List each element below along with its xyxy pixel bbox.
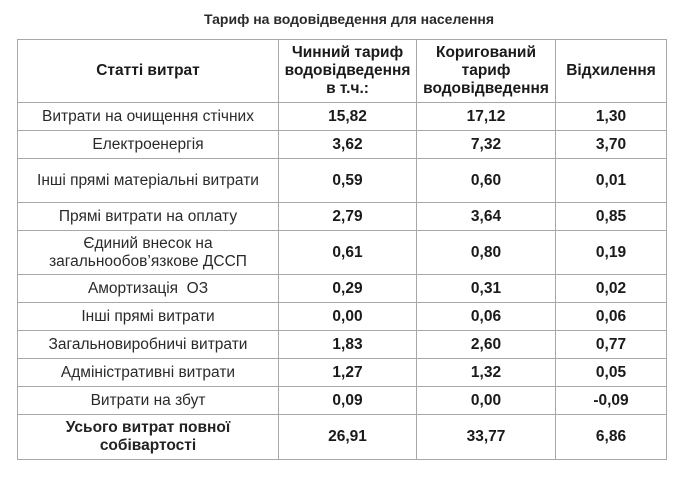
- row-adjusted-value: 2,60: [416, 330, 556, 359]
- row-current-value: 0,61: [278, 230, 417, 275]
- header-current-tariff: Чинний тариф водовідведення в т.ч.:: [278, 39, 417, 103]
- table-row: Єдиний внесок на загальнообов’язкове ДСС…: [17, 230, 667, 275]
- row-label: Загальновиробничі витрати: [17, 330, 279, 359]
- row-deviation-value: 0,05: [555, 358, 667, 387]
- row-current-value: 15,82: [278, 102, 417, 131]
- total-adjusted-value: 33,77: [416, 414, 556, 460]
- row-current-value: 2,79: [278, 202, 417, 231]
- row-current-value: 0,09: [278, 386, 417, 415]
- table-row: Витрати на очищення стічних 15,82 17,12 …: [17, 102, 667, 131]
- row-deviation-value: 0,85: [555, 202, 667, 231]
- table-total-row: Усього витрат повної собівартості 26,91 …: [17, 414, 667, 460]
- table-header-row: Статті витрат Чинний тариф водовідведенн…: [17, 39, 667, 103]
- row-deviation-value: 0,06: [555, 302, 667, 331]
- row-deviation-value: -0,09: [555, 386, 667, 415]
- row-adjusted-value: 0,31: [416, 274, 556, 303]
- table-row: Електроенергія 3,62 7,32 3,70: [17, 130, 667, 159]
- row-current-value: 0,29: [278, 274, 417, 303]
- table-row: Інші прямі витрати 0,00 0,06 0,06: [17, 302, 667, 331]
- row-label: Витрати на очищення стічних: [17, 102, 279, 131]
- header-cost-items: Статті витрат: [17, 39, 279, 103]
- row-label: Електроенергія: [17, 130, 279, 159]
- table-row: Адміністративні витрати 1,27 1,32 0,05: [17, 358, 667, 387]
- header-adjusted-tariff: Коригований тариф водовідведення: [416, 39, 556, 103]
- table-row: Прямі витрати на оплату 2,79 3,64 0,85: [17, 202, 667, 231]
- row-current-value: 1,83: [278, 330, 417, 359]
- row-adjusted-value: 0,00: [416, 386, 556, 415]
- row-label: Прямі витрати на оплату: [17, 202, 279, 231]
- table-row: Амортизація ОЗ 0,29 0,31 0,02: [17, 274, 667, 303]
- total-label: Усього витрат повної собівартості: [17, 414, 279, 460]
- total-deviation-value: 6,86: [555, 414, 667, 460]
- row-adjusted-value: 0,06: [416, 302, 556, 331]
- table-row: Загальновиробничі витрати 1,83 2,60 0,77: [17, 330, 667, 359]
- table-row: Інші прямі матеріальні витрати 0,59 0,60…: [17, 158, 667, 203]
- row-adjusted-value: 0,80: [416, 230, 556, 275]
- row-deviation-value: 1,30: [555, 102, 667, 131]
- row-current-value: 0,00: [278, 302, 417, 331]
- row-deviation-value: 3,70: [555, 130, 667, 159]
- row-label: Витрати на збут: [17, 386, 279, 415]
- row-deviation-value: 0,02: [555, 274, 667, 303]
- row-adjusted-value: 7,32: [416, 130, 556, 159]
- row-label: Інші прямі матеріальні витрати: [17, 158, 279, 203]
- table-title: Тариф на водовідведення для населення: [203, 11, 495, 27]
- row-deviation-value: 0,01: [555, 158, 667, 203]
- row-deviation-value: 0,77: [555, 330, 667, 359]
- row-label: Єдиний внесок на загальнообов’язкове ДСС…: [17, 230, 279, 275]
- row-adjusted-value: 1,32: [416, 358, 556, 387]
- row-label: Інші прямі витрати: [17, 302, 279, 331]
- row-adjusted-value: 17,12: [416, 102, 556, 131]
- header-deviation: Відхилення: [555, 39, 667, 103]
- row-current-value: 0,59: [278, 158, 417, 203]
- row-adjusted-value: 0,60: [416, 158, 556, 203]
- row-label: Амортизація ОЗ: [17, 274, 279, 303]
- row-adjusted-value: 3,64: [416, 202, 556, 231]
- row-deviation-value: 0,19: [555, 230, 667, 275]
- tariff-table: Статті витрат Чинний тариф водовідведенн…: [17, 39, 667, 460]
- total-current-value: 26,91: [278, 414, 417, 460]
- row-current-value: 1,27: [278, 358, 417, 387]
- row-label: Адміністративні витрати: [17, 358, 279, 387]
- row-current-value: 3,62: [278, 130, 417, 159]
- table-row: Витрати на збут 0,09 0,00 -0,09: [17, 386, 667, 415]
